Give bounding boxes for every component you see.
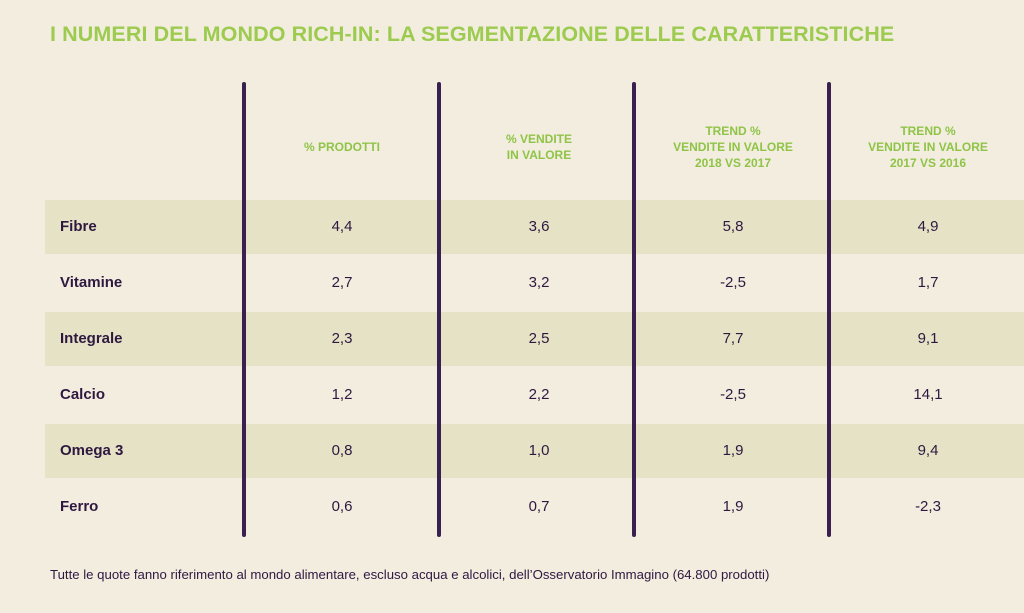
row-label: Integrale xyxy=(60,330,123,347)
table-cell: 4,4 xyxy=(331,218,353,235)
table-cell: 2,3 xyxy=(331,330,353,347)
column-divider xyxy=(632,82,636,537)
table-cell: -2,5 xyxy=(720,274,746,291)
table-cell: 14,1 xyxy=(913,386,943,403)
table-cell: 9,4 xyxy=(917,442,939,459)
column-divider xyxy=(242,82,246,537)
table-cell: 0,6 xyxy=(331,498,353,515)
table-cell: 1,0 xyxy=(528,442,550,459)
column-header-2: % VENDITE IN VALORE xyxy=(505,132,572,162)
table-cell: -2,3 xyxy=(915,498,941,515)
table-row: Integrale 2,3 2,5 7,7 9,1 xyxy=(45,312,1024,366)
table-row: Omega 3 0,8 1,0 1,9 9,4 xyxy=(45,424,1024,478)
table-cell: -2,5 xyxy=(720,386,746,403)
table-cell: 3,2 xyxy=(528,274,550,291)
table-cell: 2,7 xyxy=(331,274,353,291)
table-cell: 3,6 xyxy=(528,218,550,235)
table-cell: 7,7 xyxy=(722,330,744,347)
table-cell: 9,1 xyxy=(917,330,939,347)
table-cell: 2,2 xyxy=(528,386,550,403)
table-cell: 1,9 xyxy=(722,498,744,515)
table-cell: 1,2 xyxy=(331,386,353,403)
row-label: Calcio xyxy=(60,386,106,403)
column-header-3: TREND % VENDITE IN VALORE 2018 VS 2017 xyxy=(673,124,793,170)
row-label: Omega 3 xyxy=(60,442,124,459)
table-cell: 5,8 xyxy=(722,218,744,235)
table-cell: 0,8 xyxy=(331,442,353,459)
table-cell: 4,9 xyxy=(917,218,939,235)
table-row: Calcio 1,2 2,2 -2,5 14,1 xyxy=(45,368,1024,422)
table-cell: 1,9 xyxy=(722,442,744,459)
table-title: I NUMERI DEL MONDO RICH-IN: LA SEGMENTAZ… xyxy=(50,22,895,46)
table-row: Ferro 0,6 0,7 1,9 -2,3 xyxy=(45,480,1024,534)
table-row: Fibre 4,4 3,6 5,8 4,9 xyxy=(45,200,1024,254)
row-label: Vitamine xyxy=(60,274,123,291)
table-cell: 0,7 xyxy=(528,498,550,515)
row-label: Ferro xyxy=(60,498,99,515)
column-header-1: % PRODOTTI xyxy=(303,140,380,154)
table-cell: 2,5 xyxy=(528,330,550,347)
column-divider xyxy=(437,82,441,537)
column-header-4: TREND % VENDITE IN VALORE 2017 VS 2016 xyxy=(868,124,988,170)
table-cell: 1,7 xyxy=(917,274,939,291)
column-divider xyxy=(827,82,831,537)
footnote: Tutte le quote fanno riferimento al mond… xyxy=(50,567,770,582)
table-row: Vitamine 2,7 3,2 -2,5 1,7 xyxy=(45,256,1024,310)
row-label: Fibre xyxy=(60,218,97,235)
